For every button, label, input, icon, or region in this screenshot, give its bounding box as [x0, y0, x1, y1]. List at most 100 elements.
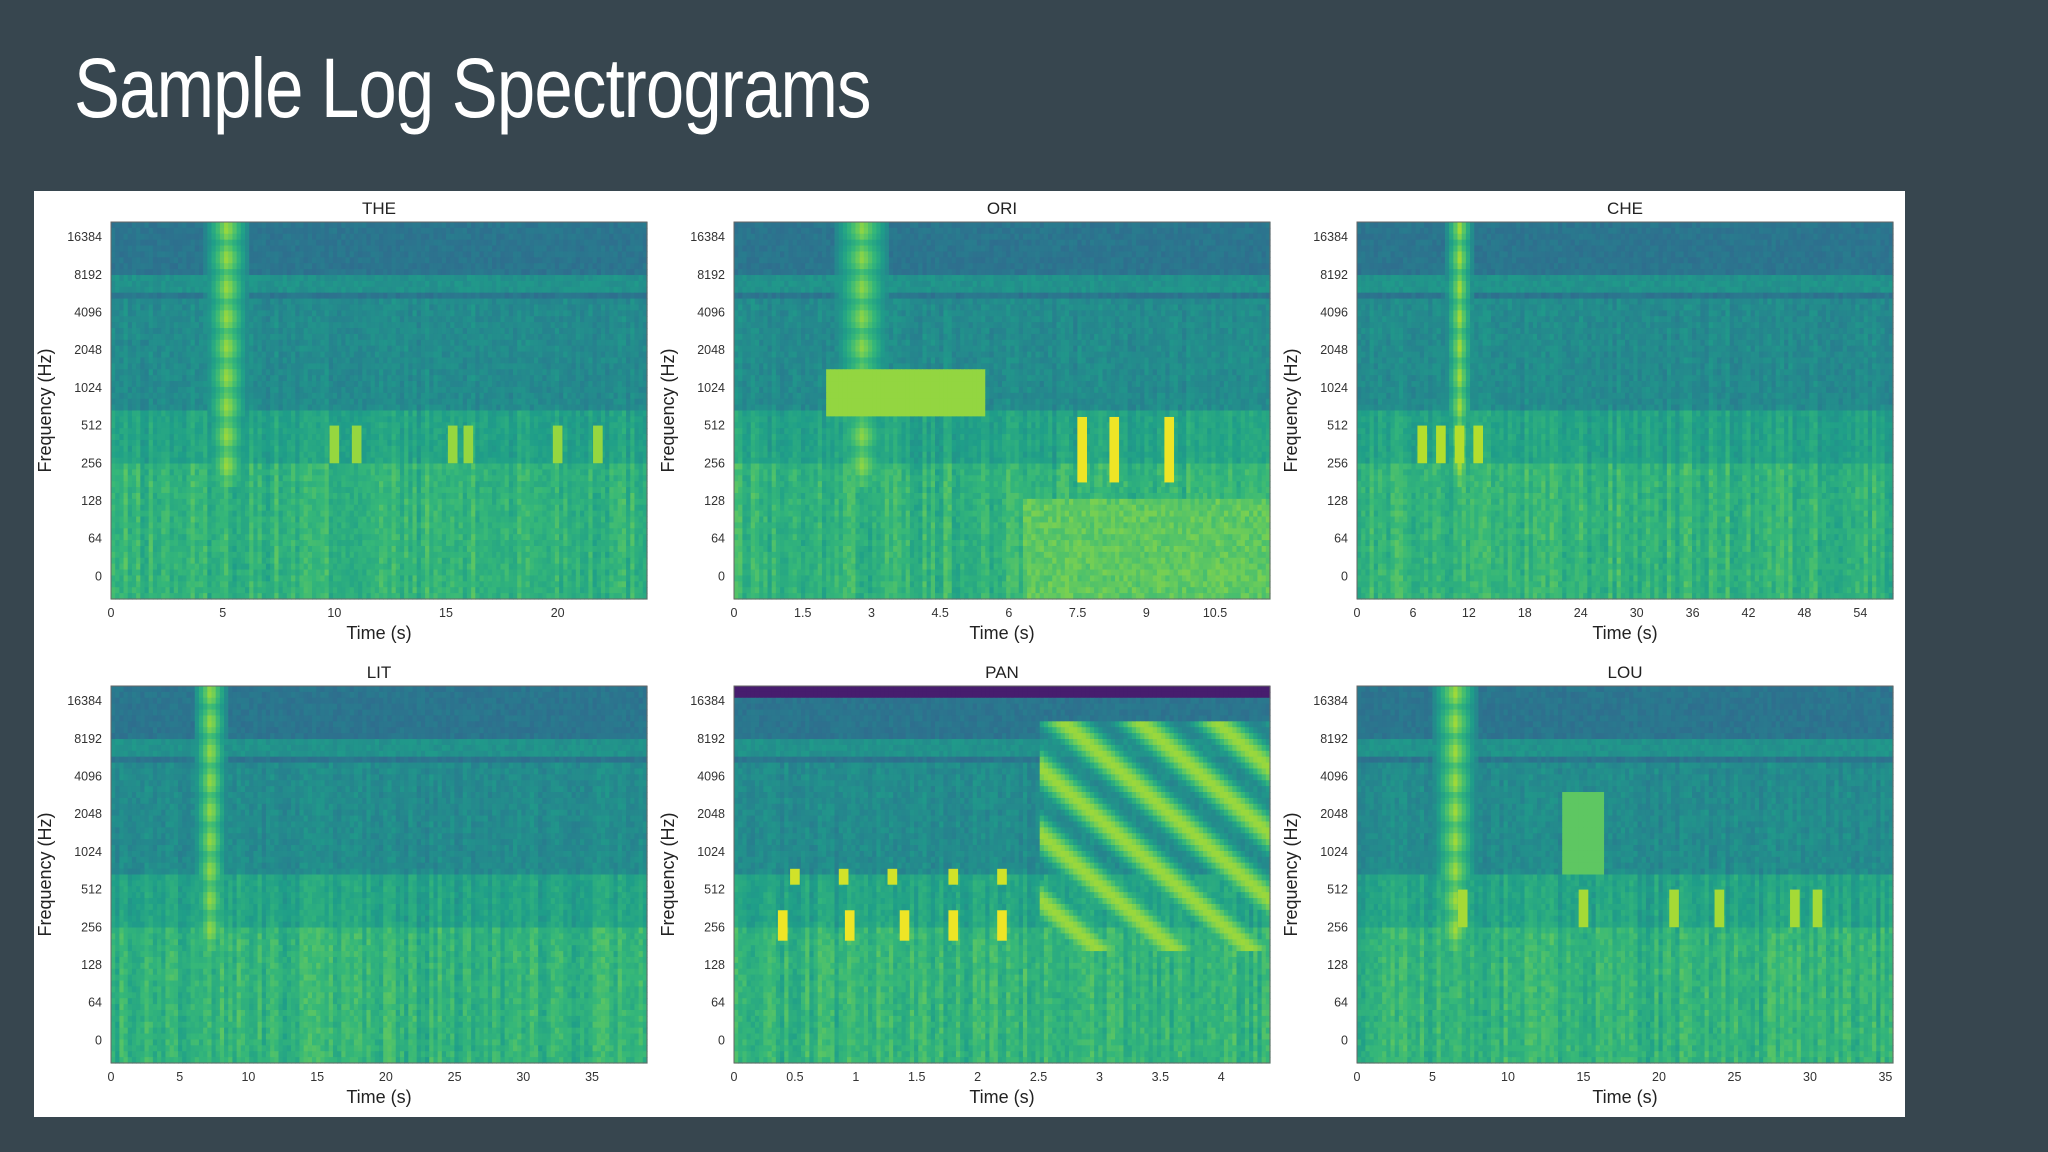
y-tick-label: 0	[1341, 1033, 1348, 1047]
x-tick-label: 12	[1462, 606, 1476, 620]
y-tick-label: 4096	[697, 305, 725, 319]
chart-title: THE	[362, 199, 396, 218]
x-tick-label: 5	[219, 606, 226, 620]
x-tick-label: 35	[1878, 1070, 1892, 1084]
y-tick-label: 16384	[690, 230, 725, 244]
y-axis-label: Frequency (Hz)	[1281, 812, 1301, 936]
energy-band-block	[1579, 890, 1589, 928]
energy-band-block	[845, 910, 855, 940]
x-tick-label: 54	[1853, 606, 1867, 620]
spectrogram-heatmap	[1357, 222, 1894, 600]
y-tick-label: 128	[81, 494, 102, 508]
x-tick-label: 5	[176, 1070, 183, 1084]
y-axis-label: Frequency (Hz)	[658, 812, 678, 936]
y-tick-label: 4096	[1320, 305, 1348, 319]
x-tick-label: 18	[1518, 606, 1532, 620]
y-tick-label: 1024	[1320, 381, 1348, 395]
energy-band-block	[1790, 890, 1800, 928]
x-tick-label: 4.5	[931, 606, 948, 620]
y-tick-label: 8192	[697, 732, 725, 746]
x-tick-label: 20	[551, 606, 565, 620]
y-tick-label: 8192	[74, 732, 102, 746]
x-tick-label: 0	[1354, 1070, 1361, 1084]
y-tick-label: 512	[704, 419, 725, 433]
y-tick-label: 2048	[1320, 807, 1348, 821]
y-tick-label: 16384	[1313, 694, 1348, 708]
x-tick-label: 15	[1577, 1070, 1591, 1084]
energy-band-block	[888, 869, 898, 885]
x-tick-label: 0	[108, 1070, 115, 1084]
y-tick-label: 128	[81, 958, 102, 972]
x-tick-label: 42	[1742, 606, 1756, 620]
x-axis-label: Time (s)	[346, 1087, 411, 1107]
y-tick-label: 1024	[1320, 845, 1348, 859]
spectrogram-heatmap	[111, 686, 648, 1064]
x-tick-label: 30	[1803, 1070, 1817, 1084]
y-tick-label: 2048	[697, 343, 725, 357]
x-tick-label: 10	[1501, 1070, 1515, 1084]
slide-title: Sample Log Spectrograms	[74, 40, 871, 137]
energy-band-block	[1455, 426, 1465, 464]
energy-band-block	[839, 869, 849, 885]
y-tick-label: 64	[88, 996, 102, 1010]
y-tick-label: 2048	[697, 807, 725, 821]
energy-band-block	[553, 426, 563, 464]
y-tick-label: 256	[704, 456, 725, 470]
x-tick-label: 2	[974, 1070, 981, 1084]
y-tick-label: 256	[81, 456, 102, 470]
x-tick-label: 15	[310, 1070, 324, 1084]
y-tick-label: 64	[1334, 532, 1348, 546]
x-tick-label: 0.5	[786, 1070, 803, 1084]
y-tick-label: 1024	[74, 381, 102, 395]
energy-band-block	[593, 426, 603, 464]
spectrogram-heatmap	[1357, 686, 1894, 1064]
y-tick-label: 512	[1327, 883, 1348, 897]
x-tick-label: 25	[448, 1070, 462, 1084]
energy-band-block	[1077, 417, 1087, 482]
x-tick-label: 5	[1429, 1070, 1436, 1084]
x-tick-label: 1.5	[794, 606, 811, 620]
x-tick-label: 10	[241, 1070, 255, 1084]
x-tick-label: 1.5	[908, 1070, 925, 1084]
energy-band-block	[1164, 417, 1174, 482]
y-tick-label: 1024	[74, 845, 102, 859]
x-axis-label: Time (s)	[1592, 1087, 1657, 1107]
energy-band-block	[330, 426, 340, 464]
y-axis-label: Frequency (Hz)	[35, 348, 55, 472]
chart-title: LIT	[367, 663, 392, 682]
x-tick-label: 30	[516, 1070, 530, 1084]
y-tick-label: 64	[711, 532, 725, 546]
x-tick-label: 6	[1005, 606, 1012, 620]
x-axis-label: Time (s)	[1592, 623, 1657, 643]
x-axis-label: Time (s)	[969, 1087, 1034, 1107]
x-tick-label: 15	[439, 606, 453, 620]
energy-band-block	[448, 426, 458, 464]
y-tick-label: 2048	[74, 807, 102, 821]
y-tick-label: 8192	[1320, 732, 1348, 746]
y-tick-label: 1024	[697, 381, 725, 395]
energy-band-block	[1715, 890, 1725, 928]
energy-band-block	[1458, 890, 1468, 928]
x-tick-label: 30	[1630, 606, 1644, 620]
y-tick-label: 16384	[1313, 230, 1348, 244]
y-tick-label: 512	[81, 419, 102, 433]
energy-band-block	[1109, 417, 1119, 482]
energy-band-block	[900, 910, 910, 940]
y-tick-label: 16384	[690, 694, 725, 708]
x-axis-label: Time (s)	[969, 623, 1034, 643]
x-tick-label: 35	[585, 1070, 599, 1084]
y-tick-label: 64	[88, 532, 102, 546]
x-tick-label: 0	[108, 606, 115, 620]
y-tick-label: 0	[1341, 569, 1348, 583]
y-tick-label: 1024	[697, 845, 725, 859]
chart-title: ORI	[987, 199, 1017, 218]
x-tick-label: 7.5	[1069, 606, 1086, 620]
x-tick-label: 20	[1652, 1070, 1666, 1084]
energy-band-block	[1417, 426, 1427, 464]
y-tick-label: 4096	[1320, 769, 1348, 783]
y-tick-label: 512	[1327, 419, 1348, 433]
x-tick-label: 0	[731, 1070, 738, 1084]
